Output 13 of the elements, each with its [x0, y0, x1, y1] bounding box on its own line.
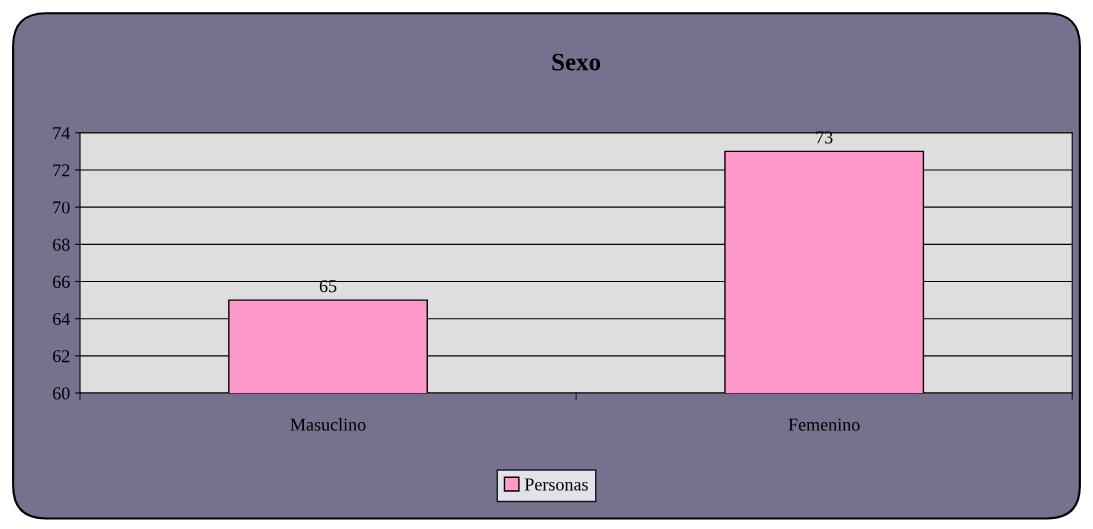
legend-label: Personas [524, 478, 588, 491]
data-label: 73 [816, 131, 833, 144]
chart-title: Sexo [552, 53, 601, 71]
y-tick-label: 72 [53, 164, 70, 177]
x-tick-label: Masuclino [290, 418, 366, 431]
y-tick-label: 66 [53, 275, 70, 288]
y-tick-label: 74 [53, 127, 70, 140]
y-tick-label: 64 [53, 312, 70, 326]
x-tick-label: Femenino [788, 418, 860, 431]
y-tick-label: 70 [53, 201, 70, 214]
y-tick-label: 68 [53, 238, 70, 251]
y-tick-label: 62 [53, 350, 70, 363]
y-tick-label: 60 [53, 387, 70, 400]
